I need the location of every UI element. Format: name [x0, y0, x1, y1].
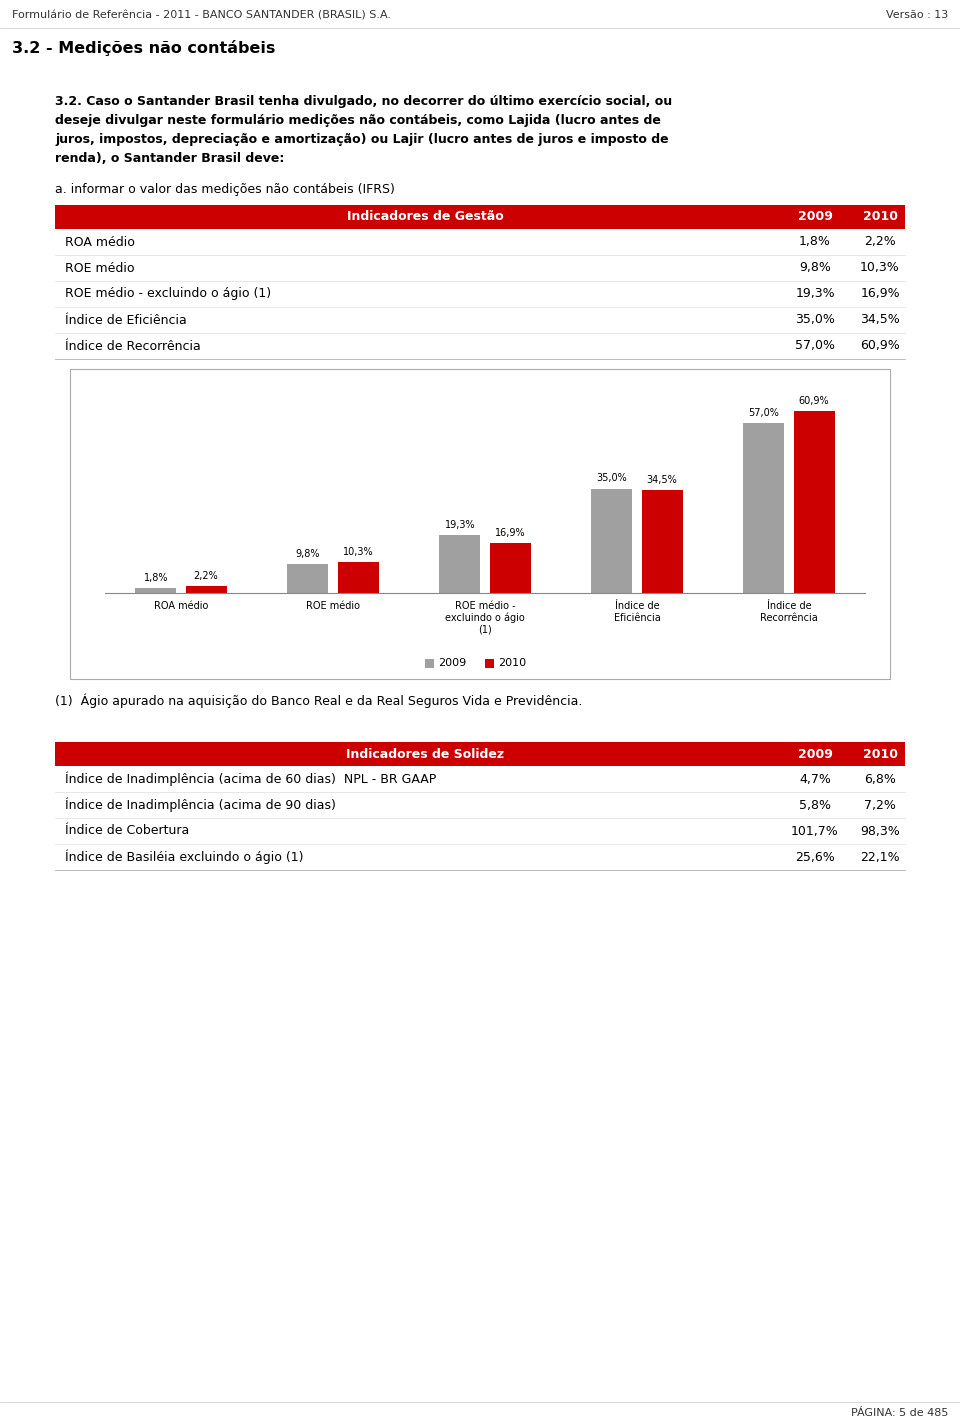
Text: 60,9%: 60,9%	[799, 397, 829, 407]
Bar	[641, 490, 683, 592]
Bar	[185, 587, 227, 592]
Text: a. informar o valor das medições não contábeis (IFRS): a. informar o valor das medições não con…	[55, 183, 395, 196]
Bar	[743, 422, 784, 592]
Text: 19,3%: 19,3%	[795, 288, 835, 300]
Text: 3.2 - Medições não contábeis: 3.2 - Medições não contábeis	[12, 40, 276, 57]
Bar	[55, 281, 905, 307]
Text: 98,3%: 98,3%	[860, 825, 900, 837]
Text: 57,0%: 57,0%	[795, 340, 835, 353]
Text: ROE médio: ROE médio	[306, 601, 360, 611]
Bar	[490, 543, 531, 592]
Bar	[55, 205, 905, 230]
Text: 2010: 2010	[862, 748, 898, 761]
Text: renda), o Santander Brasil deve:: renda), o Santander Brasil deve:	[55, 152, 284, 164]
Bar	[55, 743, 905, 767]
Text: Índice de Basiléia excluindo o ágio (1): Índice de Basiléia excluindo o ágio (1)	[65, 850, 303, 864]
Bar	[70, 368, 890, 679]
Text: 60,9%: 60,9%	[860, 340, 900, 353]
Text: 2,2%: 2,2%	[864, 235, 896, 248]
Text: juros, impostos, depreciação e amortização) ou Lajir (lucro antes de juros e imp: juros, impostos, depreciação e amortizaç…	[55, 133, 668, 146]
Text: 1,8%: 1,8%	[799, 235, 831, 248]
Text: 1,8%: 1,8%	[144, 572, 168, 582]
Text: 10,3%: 10,3%	[343, 547, 373, 557]
Bar	[55, 818, 905, 845]
Bar	[55, 230, 905, 255]
Text: Formulário de Referência - 2011 - BANCO SANTANDER (BRASIL) S.A.: Formulário de Referência - 2011 - BANCO …	[12, 10, 391, 20]
Text: Índice de Recorrência: Índice de Recorrência	[65, 340, 201, 353]
Bar	[287, 564, 328, 592]
Bar	[794, 411, 834, 592]
Text: 57,0%: 57,0%	[749, 408, 780, 418]
Text: 34,5%: 34,5%	[860, 313, 900, 326]
Text: Índice de
Eficiência: Índice de Eficiência	[613, 601, 660, 622]
Text: (1)  Ágio apurado na aquisição do Banco Real e da Real Seguros Vida e Previdênci: (1) Ágio apurado na aquisição do Banco R…	[55, 694, 583, 708]
Text: 5,8%: 5,8%	[799, 799, 831, 812]
Text: ROA médio: ROA médio	[154, 601, 208, 611]
Text: 2010: 2010	[862, 211, 898, 224]
Bar	[55, 845, 905, 870]
Text: PÁGINA: 5 de 485: PÁGINA: 5 de 485	[851, 1408, 948, 1417]
Bar	[135, 588, 177, 592]
Text: 9,8%: 9,8%	[799, 262, 831, 275]
Text: 25,6%: 25,6%	[795, 850, 835, 863]
Text: 10,3%: 10,3%	[860, 262, 900, 275]
Text: 16,9%: 16,9%	[494, 527, 525, 537]
Bar	[55, 307, 905, 333]
Bar	[55, 333, 905, 359]
Text: Índice de Eficiência: Índice de Eficiência	[65, 313, 187, 326]
Text: 101,7%: 101,7%	[791, 825, 839, 837]
Text: Indicadores de Solidez: Indicadores de Solidez	[346, 748, 504, 761]
Text: 2010: 2010	[498, 659, 526, 669]
Text: 19,3%: 19,3%	[444, 520, 475, 530]
Bar	[425, 659, 434, 667]
Text: 2009: 2009	[438, 659, 467, 669]
Text: Versão : 13: Versão : 13	[886, 10, 948, 20]
Text: 22,1%: 22,1%	[860, 850, 900, 863]
Text: ROE médio: ROE médio	[65, 262, 134, 275]
Text: 7,2%: 7,2%	[864, 799, 896, 812]
Text: 4,7%: 4,7%	[799, 772, 831, 785]
Text: 35,0%: 35,0%	[596, 473, 627, 483]
Text: 2009: 2009	[798, 211, 832, 224]
Text: Índice de
Recorrência: Índice de Recorrência	[760, 601, 818, 622]
Text: 16,9%: 16,9%	[860, 288, 900, 300]
Bar	[591, 489, 633, 592]
Text: Índice de Inadimplência (acima de 90 dias): Índice de Inadimplência (acima de 90 dia…	[65, 798, 336, 812]
Text: 6,8%: 6,8%	[864, 772, 896, 785]
Bar	[55, 767, 905, 792]
Text: 2,2%: 2,2%	[194, 571, 219, 581]
Text: 34,5%: 34,5%	[647, 475, 678, 485]
Text: Indicadores de Gestão: Indicadores de Gestão	[347, 211, 503, 224]
Text: 9,8%: 9,8%	[296, 548, 321, 558]
Text: deseje divulgar neste formulário medições não contábeis, como Lajida (lucro ante: deseje divulgar neste formulário mediçõe…	[55, 113, 660, 128]
Text: ROA médio: ROA médio	[65, 235, 134, 248]
Text: ROE médio -
excluindo o ágio
(1): ROE médio - excluindo o ágio (1)	[445, 601, 525, 635]
Bar	[55, 255, 905, 281]
Bar	[55, 792, 905, 818]
Text: ROE médio - excluindo o ágio (1): ROE médio - excluindo o ágio (1)	[65, 288, 271, 300]
Text: Índice de Cobertura: Índice de Cobertura	[65, 825, 189, 837]
Bar	[338, 563, 378, 592]
Text: 2009: 2009	[798, 748, 832, 761]
Text: 35,0%: 35,0%	[795, 313, 835, 326]
Bar	[485, 659, 494, 667]
Text: 3.2. Caso o Santander Brasil tenha divulgado, no decorrer do último exercício so: 3.2. Caso o Santander Brasil tenha divul…	[55, 95, 672, 108]
Bar	[440, 536, 480, 592]
Text: Índice de Inadimplência (acima de 60 dias)  NPL - BR GAAP: Índice de Inadimplência (acima de 60 dia…	[65, 772, 436, 786]
